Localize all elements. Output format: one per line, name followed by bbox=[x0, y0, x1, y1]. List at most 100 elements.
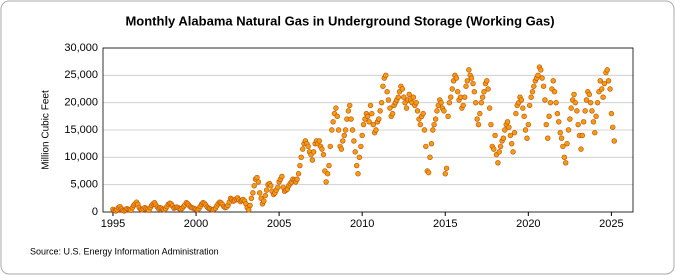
point bbox=[298, 154, 304, 161]
point bbox=[521, 113, 527, 120]
point bbox=[479, 94, 486, 100]
point bbox=[347, 102, 353, 109]
point bbox=[610, 124, 616, 130]
point bbox=[572, 99, 579, 106]
point bbox=[597, 78, 603, 84]
point bbox=[594, 99, 601, 106]
point bbox=[560, 143, 566, 150]
point bbox=[434, 108, 440, 114]
y-axis-label: Million Cubic Feet bbox=[41, 90, 52, 170]
point bbox=[385, 97, 392, 103]
point bbox=[254, 174, 260, 181]
point bbox=[421, 127, 428, 133]
point bbox=[472, 99, 479, 106]
point bbox=[545, 135, 551, 141]
point bbox=[592, 130, 598, 136]
point bbox=[546, 113, 552, 120]
point bbox=[366, 119, 372, 125]
point bbox=[295, 171, 302, 177]
point bbox=[556, 119, 562, 125]
point bbox=[401, 94, 407, 100]
source: Source: U.S. Energy Information Administ… bbox=[30, 246, 219, 256]
point bbox=[256, 190, 263, 196]
point bbox=[475, 121, 482, 128]
x-tick-label: 2010 bbox=[350, 218, 374, 230]
point bbox=[305, 143, 311, 150]
point bbox=[488, 121, 494, 128]
point bbox=[367, 102, 374, 109]
point bbox=[611, 138, 617, 144]
point bbox=[300, 146, 306, 152]
point bbox=[468, 75, 475, 81]
y-tick-label: 15,000 bbox=[64, 124, 98, 136]
point bbox=[399, 86, 406, 92]
point bbox=[297, 162, 303, 169]
point bbox=[340, 138, 346, 144]
point bbox=[484, 78, 490, 84]
point bbox=[414, 108, 421, 114]
point bbox=[329, 127, 335, 133]
point bbox=[565, 127, 572, 133]
point bbox=[438, 99, 444, 106]
point bbox=[427, 154, 433, 161]
x-tick-label: 2000 bbox=[184, 218, 208, 230]
point bbox=[535, 72, 541, 79]
point bbox=[542, 97, 548, 103]
point bbox=[351, 138, 357, 144]
point bbox=[461, 94, 468, 100]
point bbox=[310, 149, 317, 155]
point bbox=[539, 75, 545, 81]
point bbox=[580, 119, 587, 125]
point bbox=[377, 108, 383, 114]
point bbox=[583, 97, 590, 103]
point bbox=[460, 102, 466, 109]
point bbox=[526, 102, 533, 109]
point bbox=[509, 140, 515, 147]
point bbox=[520, 105, 526, 111]
point bbox=[335, 127, 342, 133]
point bbox=[403, 105, 410, 111]
point bbox=[571, 91, 577, 98]
point bbox=[495, 160, 501, 166]
point bbox=[511, 130, 518, 136]
point bbox=[449, 86, 455, 92]
point bbox=[502, 127, 508, 133]
point bbox=[324, 171, 331, 177]
point bbox=[413, 99, 419, 106]
point bbox=[551, 89, 558, 95]
point bbox=[338, 146, 345, 152]
point bbox=[561, 154, 568, 161]
y-tick-label: 30,000 bbox=[64, 42, 98, 54]
point bbox=[445, 113, 451, 120]
point bbox=[608, 110, 615, 117]
point bbox=[589, 108, 595, 114]
point bbox=[395, 94, 401, 100]
point bbox=[507, 132, 514, 139]
point bbox=[333, 105, 339, 111]
point bbox=[446, 99, 453, 106]
point bbox=[554, 110, 561, 117]
point bbox=[376, 116, 382, 122]
point bbox=[528, 94, 534, 100]
point bbox=[330, 119, 336, 125]
point bbox=[352, 149, 358, 155]
point bbox=[406, 91, 412, 98]
point bbox=[425, 169, 432, 176]
point bbox=[275, 184, 281, 191]
point bbox=[525, 121, 532, 128]
point bbox=[466, 67, 472, 73]
point bbox=[522, 127, 529, 133]
point bbox=[334, 113, 340, 120]
point bbox=[586, 91, 593, 98]
point bbox=[529, 89, 536, 95]
point bbox=[268, 183, 274, 189]
point bbox=[574, 108, 580, 114]
point bbox=[430, 127, 436, 133]
x-tick-label: 1995 bbox=[101, 218, 125, 230]
point bbox=[255, 179, 262, 185]
point bbox=[547, 99, 554, 106]
x-tick-label: 2015 bbox=[433, 218, 457, 230]
point bbox=[354, 162, 360, 169]
point bbox=[345, 108, 352, 114]
point bbox=[356, 154, 363, 161]
